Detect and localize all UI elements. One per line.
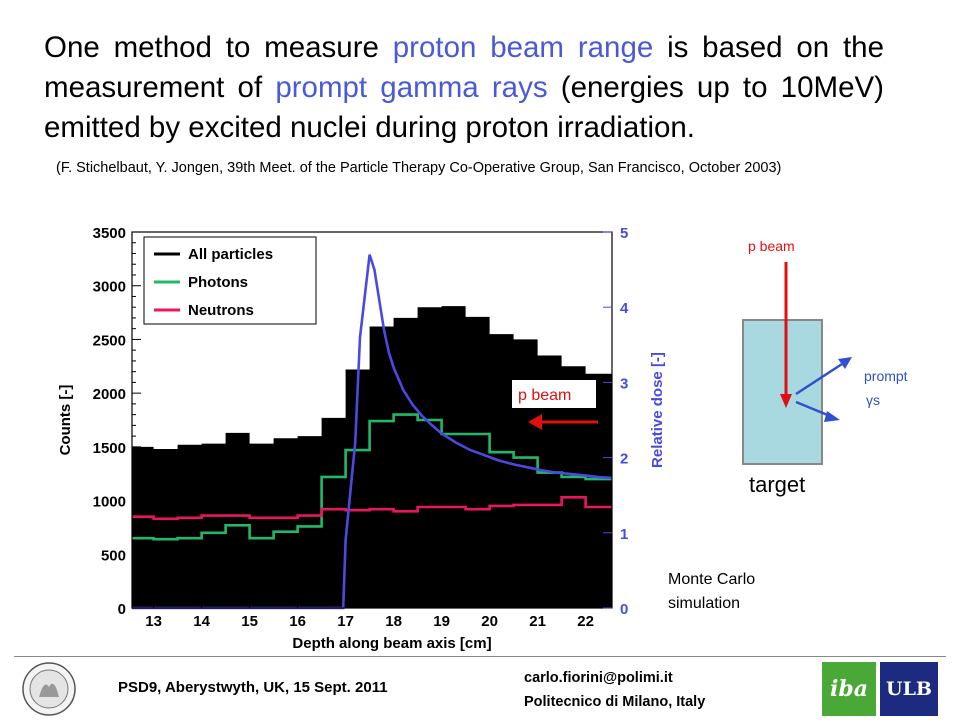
- legend-label-photons: Photons: [188, 274, 248, 291]
- y-tick-label: 2500: [93, 332, 126, 349]
- headline: One method to measure proton beam range …: [44, 28, 884, 148]
- citation: (F. Stichelbaut, Y. Jongen, 39th Meet. o…: [56, 160, 782, 176]
- y2-tick-label: 0: [620, 601, 628, 618]
- y2-tick-label: 5: [620, 225, 628, 242]
- diagram-beam-label: p beam: [748, 238, 795, 254]
- iba-logo: iba: [822, 662, 876, 716]
- x-tick-label: 16: [289, 613, 306, 630]
- all-particles-histogram: [132, 306, 612, 608]
- y2-tick-label: 2: [620, 451, 628, 468]
- diagram-target-block: [742, 319, 823, 465]
- footer-divider: [14, 656, 946, 657]
- y2-tick-label: 3: [620, 375, 628, 392]
- polimi-seal-logo: [20, 661, 78, 717]
- plot-frame: [131, 231, 613, 609]
- diagram-gamma-arrow-1-head: [838, 357, 852, 369]
- x-tick-label: 15: [241, 613, 258, 630]
- y-tick-label: 0: [118, 601, 126, 618]
- y2-tick-label: 1: [620, 526, 628, 543]
- diagram-gamma-label-2: γs: [866, 392, 880, 408]
- x-tick-label: 14: [193, 613, 210, 630]
- x-tick-label: 19: [433, 613, 450, 630]
- y-tick-label: 3500: [93, 225, 126, 242]
- diagram-gamma-label-1: prompt: [864, 368, 908, 384]
- monte-carlo-note: Monte Carlo simulation: [668, 568, 755, 616]
- x-tick-label: 22: [577, 613, 594, 630]
- legend-label-neutrons: Neutrons: [188, 302, 254, 319]
- photons-histogram-line: [132, 413, 612, 541]
- y-tick-label: 500: [101, 547, 126, 564]
- x-axis-label: Depth along beam axis [cm]: [292, 635, 491, 652]
- x-tick-label: 13: [145, 613, 162, 630]
- contact-email: carlo.fiorini@polimi.it: [524, 670, 673, 686]
- x-tick-label: 18: [385, 613, 402, 630]
- y2-tick-label: 4: [620, 300, 629, 317]
- y-tick-label: 2000: [93, 386, 126, 403]
- conference-info: PSD9, Aberystwyth, UK, 15 Sept. 2011: [118, 679, 388, 696]
- y-tick-label: 1000: [93, 494, 126, 511]
- y2-axis-label: Relative dose [-]: [649, 352, 666, 468]
- chart-annotation-p-beam: p beam: [518, 387, 571, 404]
- ulb-logo: ULB: [880, 662, 938, 716]
- x-tick-label: 20: [481, 613, 498, 630]
- annotation-box: [512, 380, 596, 408]
- x-tick-label: 17: [337, 613, 354, 630]
- diagram-gamma-arrow-1-shaft: [795, 362, 843, 396]
- headline-part-1: One method to measure: [44, 31, 393, 64]
- y-tick-label: 1500: [93, 440, 126, 457]
- headline-part-2: is based on the measurement of: [44, 31, 884, 104]
- monte-carlo-note-line-1: Monte Carlo: [668, 571, 756, 588]
- contact-affiliation: Politecnico di Milano, Italy: [524, 694, 706, 710]
- y-tick-label: 3000: [93, 279, 126, 296]
- contact-info: carlo.fiorini@polimi.it Politecnico di M…: [524, 666, 705, 714]
- relative-dose-curve: [132, 254, 613, 610]
- legend-label-all-particles: All particles: [188, 246, 273, 263]
- neutrons-histogram-line: [132, 495, 612, 521]
- monte-carlo-note-line-2: simulation: [668, 595, 741, 612]
- diagram-beam-arrow-head: [780, 394, 792, 408]
- diagram-target-label: target: [749, 472, 806, 497]
- headline-highlight-prompt-gamma: prompt gamma rays: [275, 71, 548, 104]
- annotation-arrow-head: [528, 414, 542, 430]
- diagram-gamma-arrow-2-head: [824, 411, 840, 422]
- diagram-gamma-arrow-2-shaft: [795, 400, 831, 418]
- x-tick-label: 21: [529, 613, 546, 630]
- y-axis-label: Counts [-]: [57, 385, 74, 456]
- headline-part-3: (energies up to 10MeV) emitted by excite…: [44, 71, 884, 144]
- headline-highlight-proton-beam-range: proton beam range: [392, 31, 654, 64]
